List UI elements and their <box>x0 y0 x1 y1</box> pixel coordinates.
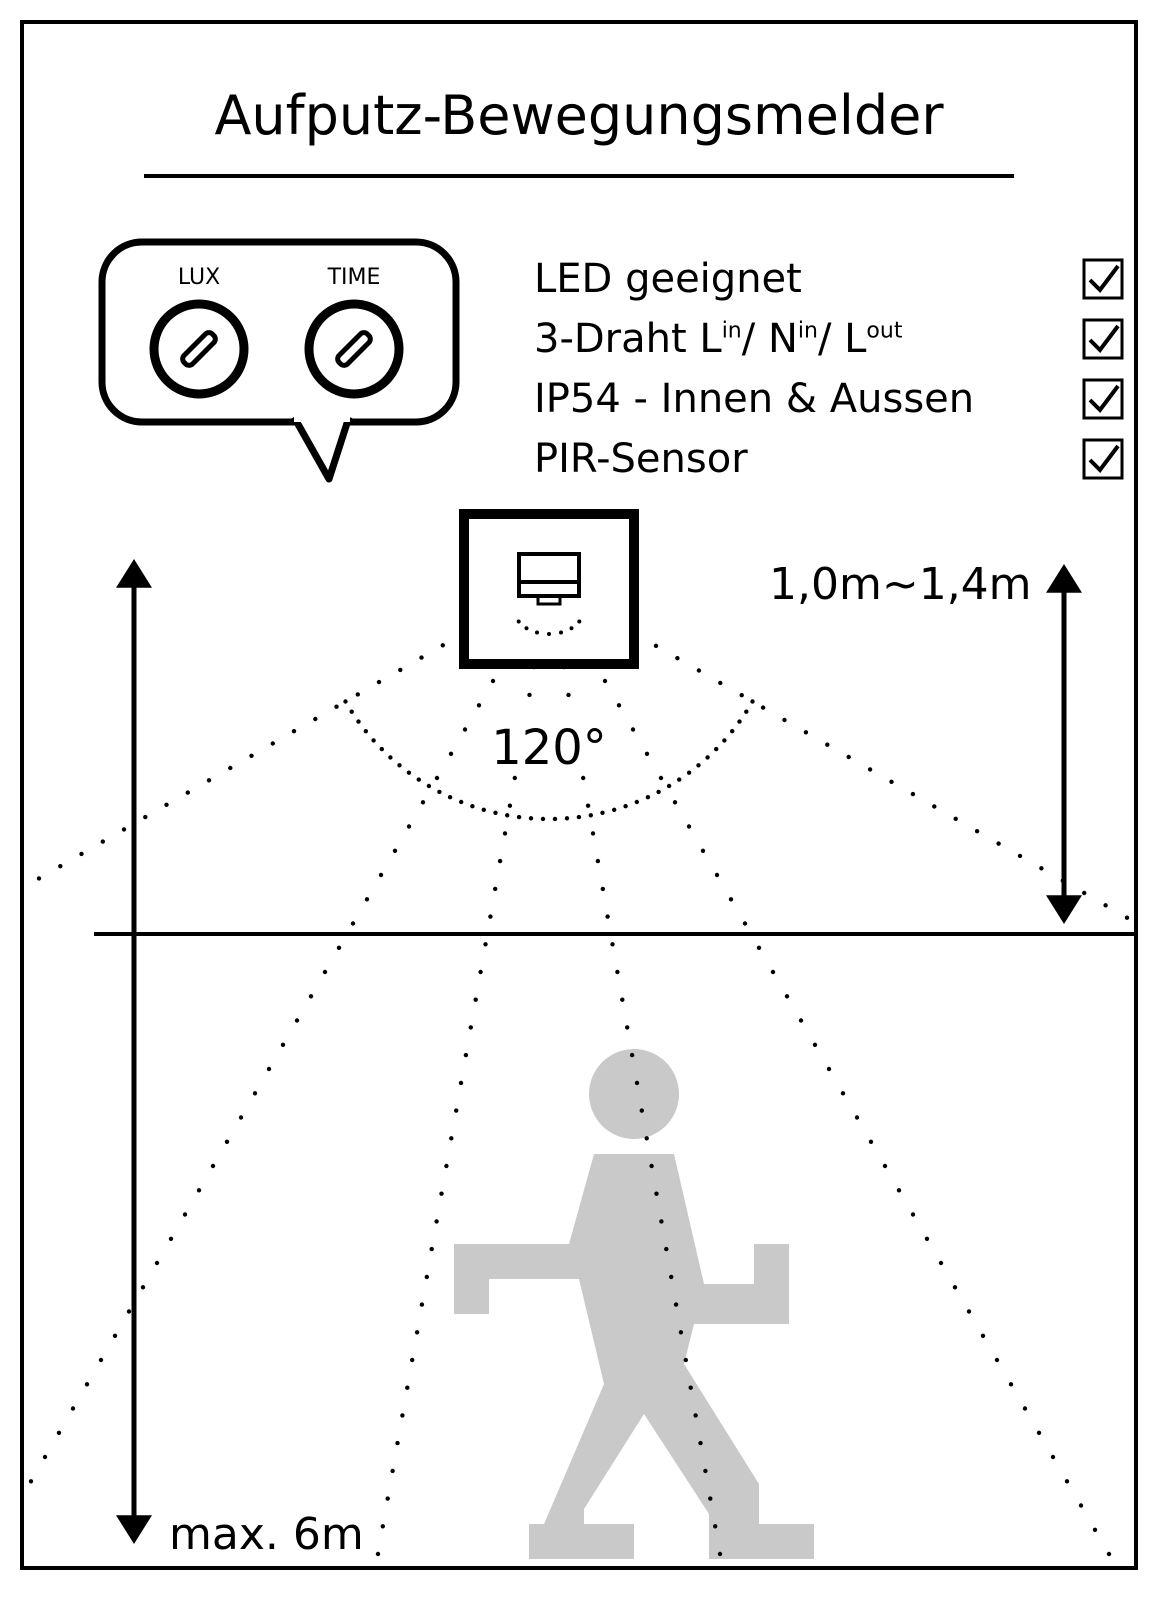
feature-list: LED geeignet 3-Draht Lin/ Nin/ Lout IP54 -… <box>534 249 1124 489</box>
feature-row: LED geeignet <box>534 249 1124 309</box>
detection-diagram: 120° max. 6m 1,0m~1,4m <box>24 504 1134 1584</box>
feature-row: IP54 - Innen & Aussen <box>534 369 1124 429</box>
sensor-box <box>464 514 634 664</box>
angle-label: 120° <box>491 720 607 776</box>
lux-label: LUX <box>178 265 220 290</box>
feature-label: PIR-Sensor <box>534 436 748 482</box>
time-label: TIME <box>327 265 381 290</box>
feature-label: 3-Draht Lin/ Nin/ Lout <box>534 316 902 362</box>
checkbox-icon <box>1082 378 1124 420</box>
checkbox-icon <box>1082 438 1124 480</box>
page-title: Aufputz-Bewegungsmelder <box>24 84 1134 147</box>
settings-bubble: LUX TIME <box>94 234 464 494</box>
max-distance-label: max. 6m <box>169 1509 364 1560</box>
person-icon <box>454 1049 814 1559</box>
height-range-label: 1,0m~1,4m <box>769 559 1032 610</box>
title-rule <box>144 174 1014 178</box>
outer-frame: Aufputz-Bewegungsmelder LUX TIME LED gee… <box>20 20 1138 1570</box>
feature-row: PIR-Sensor <box>534 429 1124 489</box>
feature-label: IP54 - Innen & Aussen <box>534 376 974 422</box>
checkbox-icon <box>1082 318 1124 360</box>
feature-label: LED geeignet <box>534 256 802 302</box>
feature-row: 3-Draht Lin/ Nin/ Lout <box>534 309 1124 369</box>
checkbox-icon <box>1082 258 1124 300</box>
